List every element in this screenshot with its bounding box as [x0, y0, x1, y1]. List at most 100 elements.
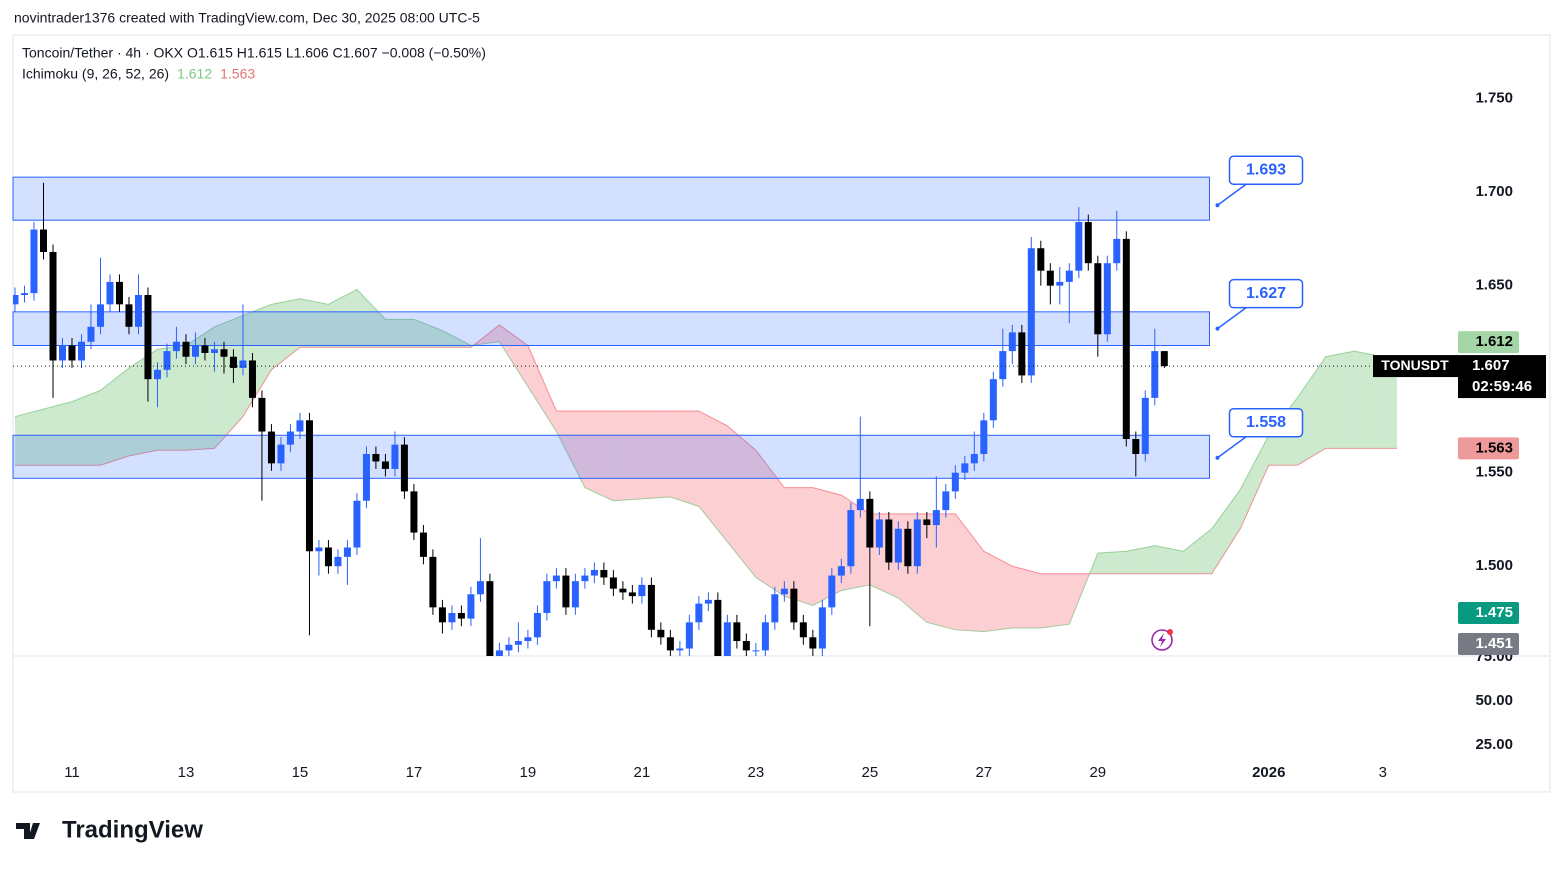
- candle-body: [761, 622, 769, 651]
- candle-body: [1008, 332, 1016, 352]
- candle-body: [989, 379, 997, 421]
- candle-body: [885, 519, 893, 563]
- callout-label: 1.693: [1246, 161, 1286, 178]
- cloud-segment: [869, 513, 899, 599]
- cloud-segment: [1097, 551, 1127, 574]
- candle-body: [410, 491, 418, 533]
- price-badge-label: 1.475: [1475, 604, 1513, 621]
- callout-box: [1228, 278, 1304, 309]
- candle-body: [58, 345, 66, 361]
- candle-body: [828, 575, 836, 608]
- candle-body: [514, 641, 522, 645]
- candle-body: [562, 575, 570, 608]
- x-tick-label: 2026: [1252, 764, 1285, 781]
- candle-body: [590, 569, 598, 576]
- candle-body: [1113, 238, 1121, 264]
- ichimoku-span-b: [14, 324, 1397, 575]
- candle-body: [1122, 238, 1130, 440]
- candle-body: [856, 498, 864, 511]
- candle-body: [172, 341, 180, 352]
- cloud-segment: [812, 487, 842, 606]
- candle-body: [353, 500, 361, 548]
- candle-body: [191, 345, 199, 357]
- candle-body: [847, 510, 855, 567]
- candle-body: [714, 599, 722, 656]
- indicator-legend: Ichimoku (9, 26, 52, 26): [22, 66, 169, 82]
- candle-body: [723, 622, 731, 656]
- symbol-price: 1.607: [1472, 357, 1510, 374]
- cloud-segment: [926, 513, 956, 630]
- price-badge: [1458, 633, 1519, 655]
- candle-body: [809, 637, 817, 649]
- candle-body: [1141, 397, 1149, 454]
- cloud-segment: [71, 390, 101, 466]
- cloud-segment: [556, 410, 585, 488]
- countdown: 02:59:46: [1472, 378, 1532, 395]
- alert-icon: [1151, 629, 1173, 651]
- candle-body: [752, 650, 760, 652]
- cloud-segment: [1012, 566, 1041, 628]
- candle-body: [533, 612, 541, 638]
- axes: 1.7501.7001.6501.5501.50075.0050.0025.00…: [13, 90, 1546, 781]
- cloud-segment: [328, 289, 357, 348]
- candle-body: [866, 498, 874, 548]
- symbol-price-badge: [1458, 355, 1546, 399]
- y-tick-label: 1.550: [1475, 464, 1513, 481]
- candle-body: [923, 519, 931, 526]
- candle-body: [495, 650, 503, 656]
- candle-body: [543, 581, 551, 613]
- cloud-segment: [14, 409, 44, 466]
- cloud-segment: [1040, 573, 1070, 628]
- candle-body: [1094, 263, 1102, 335]
- candle-body: [980, 420, 988, 454]
- cloud-segment: [1183, 528, 1212, 574]
- cloud-segment: [1154, 545, 1184, 574]
- candle-body: [78, 341, 86, 361]
- cloud-segment: [43, 401, 72, 466]
- candle-body: [391, 444, 399, 469]
- zones: 1.693 1.627 1.558: [12, 155, 1304, 479]
- y-tick-label: 1.700: [1475, 183, 1513, 200]
- candle-body: [1132, 439, 1140, 454]
- candle-body: [818, 607, 826, 649]
- cloud-segment: [1126, 545, 1155, 574]
- cloud-segment: [271, 298, 300, 370]
- candle-body: [733, 622, 741, 642]
- candle-body: [87, 326, 95, 342]
- candle-body: [970, 453, 978, 464]
- candle-body: [799, 622, 807, 638]
- x-tick-label: 15: [292, 764, 309, 781]
- callout-anchor: [1215, 326, 1220, 331]
- candle-body: [30, 229, 38, 294]
- candle-body: [942, 491, 950, 511]
- x-tick-label: 21: [634, 764, 651, 781]
- candle-body: [666, 637, 674, 651]
- candle-body: [676, 648, 684, 651]
- x-tick-label: 27: [975, 764, 992, 781]
- callout-anchor: [1215, 455, 1220, 460]
- candle-body: [372, 453, 380, 462]
- price-badge-label: 1.563: [1475, 439, 1513, 456]
- candle-body: [201, 345, 209, 353]
- candle-body: [790, 588, 798, 623]
- candle-body: [552, 575, 560, 582]
- candle-body: [13, 294, 19, 305]
- candle-body: [486, 581, 494, 656]
- price-badge: [1458, 601, 1519, 624]
- candle-body: [210, 349, 218, 353]
- candle-body: [21, 293, 29, 295]
- candle-body: [438, 607, 446, 623]
- x-tick-label: 11: [64, 764, 80, 781]
- candle-body: [961, 463, 969, 473]
- candle-body: [609, 577, 617, 589]
- candle-body: [343, 547, 351, 557]
- cloud-segment: [1325, 351, 1355, 449]
- candle-body: [248, 360, 256, 398]
- candle-body: [49, 251, 57, 361]
- candle-body: [448, 612, 456, 623]
- logo: TradingView: [16, 816, 203, 843]
- callout-anchor: [1215, 203, 1220, 208]
- callout-box: [1228, 155, 1304, 185]
- x-tick-label: 19: [520, 764, 537, 781]
- candle-body: [324, 547, 332, 567]
